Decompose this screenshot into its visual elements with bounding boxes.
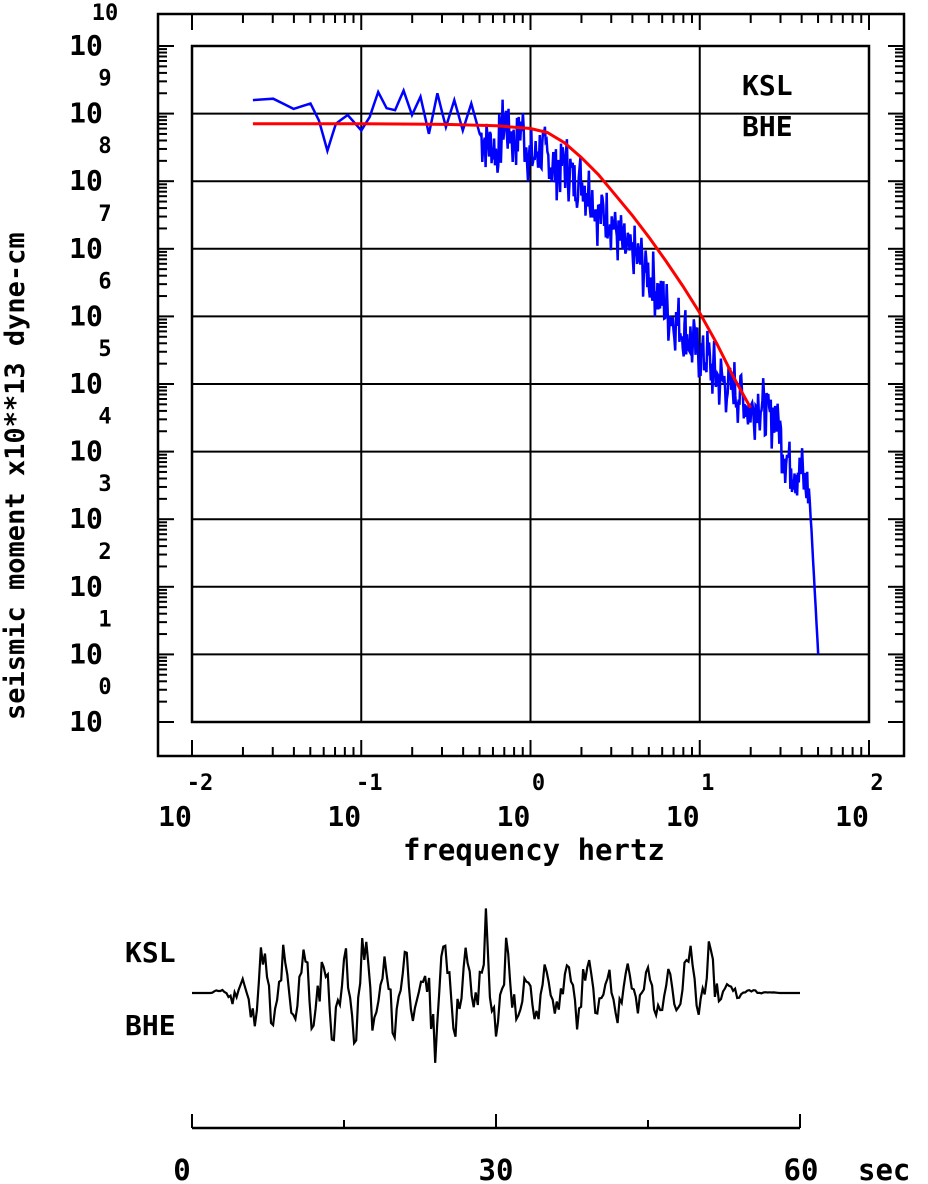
y-tick-exponent: 1 xyxy=(98,607,111,632)
seismogram-trace-line xyxy=(192,908,800,1063)
y-tick-exponent: 8 xyxy=(98,134,111,159)
x-tick-base: 10 xyxy=(497,800,531,833)
x-tick-exponent: -2 xyxy=(187,771,214,796)
y-tick-base: 10 xyxy=(69,232,103,265)
y-tick-exponent: 3 xyxy=(98,472,111,497)
x-tick-exponent: -1 xyxy=(356,771,383,796)
y-tick-exponent: 6 xyxy=(98,269,111,294)
time-axis-ticks xyxy=(191,1114,801,1128)
spectrum-model-line xyxy=(252,122,752,409)
x-tick-exponent: 1 xyxy=(701,771,714,796)
x-minor-ticks xyxy=(191,14,870,756)
spectrum-station-label: KSL xyxy=(742,69,793,102)
y-tick-base: 10 xyxy=(69,502,103,535)
y-tick-base: 10 xyxy=(69,367,103,400)
spectrum-component-label: BHE xyxy=(742,110,793,143)
y-tick-exponent: 0 xyxy=(98,675,111,700)
x-tick-exponent: 2 xyxy=(870,771,883,796)
x-tick-base: 10 xyxy=(666,800,700,833)
y-tick-labels: 10 10 10 9 10 8 10 7 10 6 10 5 10 4 10 3 10 2 10 1 10 0 xyxy=(69,1,118,738)
trace-station-label: KSL xyxy=(125,936,176,969)
y-tick-exponent: 10 xyxy=(92,1,119,26)
time-axis-title: sec xyxy=(858,1153,910,1184)
y-tick-exponent: 2 xyxy=(98,540,111,565)
y-tick-exponent: 4 xyxy=(98,405,111,430)
y-tick-exponent: 7 xyxy=(98,202,111,227)
y-tick-base: 10 xyxy=(69,637,103,670)
time-tick-60: 60 xyxy=(784,1153,819,1184)
y-axis-title: seismic moment x10**13 dyne-cm xyxy=(0,232,31,720)
y-tick-base: 10 xyxy=(69,29,103,62)
x-tick-base: 10 xyxy=(158,800,192,833)
time-tick-0: 0 xyxy=(173,1153,190,1184)
x-tick-base: 10 xyxy=(327,800,361,833)
y-tick-base: 10 xyxy=(69,164,103,197)
y-tick-base: 10 xyxy=(69,435,103,468)
y-tick-exponent: 5 xyxy=(98,337,111,362)
y-tick-base: 10 xyxy=(69,705,103,738)
x-tick-base: 10 xyxy=(835,800,869,833)
x-tick-exponent: 0 xyxy=(532,771,545,796)
y-tick-base: 10 xyxy=(69,97,103,130)
y-minor-ticks xyxy=(158,45,904,723)
x-axis-title: frequency hertz xyxy=(403,833,665,867)
spectrum-observed-line xyxy=(252,87,820,655)
y-tick-base: 10 xyxy=(69,299,103,332)
y-tick-exponent: 9 xyxy=(98,67,111,92)
trace-component-label: BHE xyxy=(125,1009,176,1042)
y-tick-base: 10 xyxy=(69,570,103,603)
time-tick-30: 30 xyxy=(479,1153,514,1184)
spectrum-grid xyxy=(192,46,869,722)
